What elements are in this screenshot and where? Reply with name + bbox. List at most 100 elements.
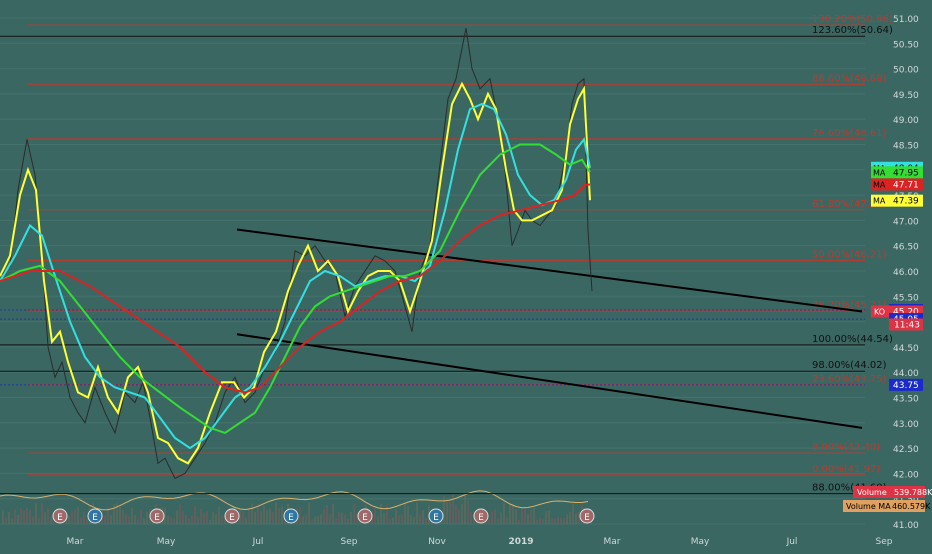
volume-bar (347, 518, 349, 524)
countdown-label: 11:43 (894, 320, 920, 330)
volume-bar (389, 518, 391, 524)
volume-bar (218, 507, 220, 524)
volume-bar (578, 511, 580, 524)
earnings-marker[interactable] (52, 508, 68, 524)
volume-bar (221, 515, 223, 524)
volume-bar (5, 517, 7, 524)
price-label-text: 45.20 (893, 307, 919, 317)
y-tick-label: 43.50 (893, 395, 919, 405)
volume-bar (383, 513, 385, 524)
volume-bar (122, 510, 124, 524)
volume-bar (128, 516, 130, 524)
volume-bar (239, 510, 241, 524)
volume-bar (557, 517, 559, 524)
volume-bar (71, 511, 73, 524)
trendline[interactable] (236, 228, 863, 313)
earnings-marker[interactable] (283, 508, 299, 524)
volume-bar (566, 514, 568, 524)
fib-level-label: 78.60%(48.61) (812, 128, 887, 139)
volume-bar (197, 517, 199, 524)
volume-bar (224, 518, 226, 524)
x-tick-label: Mar (67, 537, 84, 547)
earnings-marker[interactable] (579, 508, 595, 524)
volume-bar (503, 502, 505, 524)
y-tick-label: 46.00 (893, 268, 919, 278)
earnings-marker-label: E (57, 513, 63, 523)
fib-level-label: 61.80%(47.21) (812, 199, 887, 210)
y-tick-label: 51.00 (893, 15, 919, 25)
earnings-marker[interactable] (149, 508, 165, 524)
volume-bar (344, 514, 346, 524)
volume-bar (332, 503, 334, 524)
volume-bar (521, 508, 523, 524)
fib-level-label: 123.60%(50.64) (812, 25, 893, 36)
symbol-label: KO (874, 307, 885, 316)
volume-bar (182, 511, 184, 524)
earnings-marker[interactable] (357, 508, 373, 524)
fib-level-label: 100.00%(44.54) (812, 334, 893, 345)
volume-bar (212, 511, 214, 524)
fib-level-label: 138.20%(50.86) (812, 14, 893, 25)
y-tick-label: 48.50 (893, 142, 919, 152)
volume-bar (533, 507, 535, 524)
volume-bar (356, 512, 358, 524)
volume-bar (191, 515, 193, 524)
volume-bar (2, 511, 4, 524)
fib-level-label: 8.00%(42.40) (812, 442, 880, 453)
volume-bar (269, 508, 271, 524)
y-tick-label: 50.00 (893, 66, 919, 76)
ma-badge (871, 194, 887, 207)
volume-bar (68, 515, 70, 524)
volume-bar (422, 509, 424, 524)
volume-bar (74, 509, 76, 524)
volume-bar (446, 501, 448, 524)
y-tick-label: 46.50 (893, 243, 919, 253)
volume-bar (443, 496, 445, 524)
volume-bar (137, 519, 139, 524)
earnings-marker[interactable] (428, 508, 444, 524)
earnings-marker-label: E (229, 513, 235, 523)
x-tick-label: Sep (341, 537, 358, 547)
trendline[interactable] (236, 333, 863, 429)
volume-badge (853, 486, 925, 498)
earnings-marker-label: E (584, 513, 590, 523)
volume-bar (179, 504, 181, 524)
volume-bar (380, 504, 382, 524)
price-line (0, 28, 593, 480)
volume-bar (530, 509, 532, 524)
volume-bar (539, 517, 541, 524)
volume-bar (50, 516, 52, 524)
x-tick-label: Nov (428, 537, 446, 547)
earnings-marker[interactable] (87, 508, 103, 524)
volume-bar (491, 511, 493, 524)
volume-bar (494, 508, 496, 524)
volume-bar (266, 510, 268, 524)
volume-bar (563, 518, 565, 524)
countdown-badge (889, 318, 923, 331)
volume-bar (416, 502, 418, 524)
volume-bar (506, 516, 508, 524)
x-tick-label: Sep (876, 537, 893, 547)
earnings-marker[interactable] (224, 508, 240, 524)
volume-bar (371, 513, 373, 524)
volume-bar (14, 509, 16, 524)
fib-level-label: 98.00%(44.02) (812, 360, 887, 371)
moving-average-line (0, 183, 591, 394)
volume-value: 539.788K (894, 488, 932, 497)
volume-bar (386, 505, 388, 524)
earnings-marker[interactable] (473, 508, 489, 524)
volume-bar (320, 514, 322, 524)
x-tick-label: May (157, 537, 176, 547)
x-tick-label: Mar (604, 537, 621, 547)
volume-bar (515, 509, 517, 524)
volume-bar (560, 517, 562, 524)
fib-level-label: 50.00%(46.21) (812, 249, 887, 260)
ma-badge (871, 178, 887, 191)
volume-bar (140, 509, 142, 524)
volume-bar (275, 502, 277, 524)
fib-level-label: 0.00%(41.97) (812, 464, 880, 475)
volume-bar (257, 504, 259, 524)
